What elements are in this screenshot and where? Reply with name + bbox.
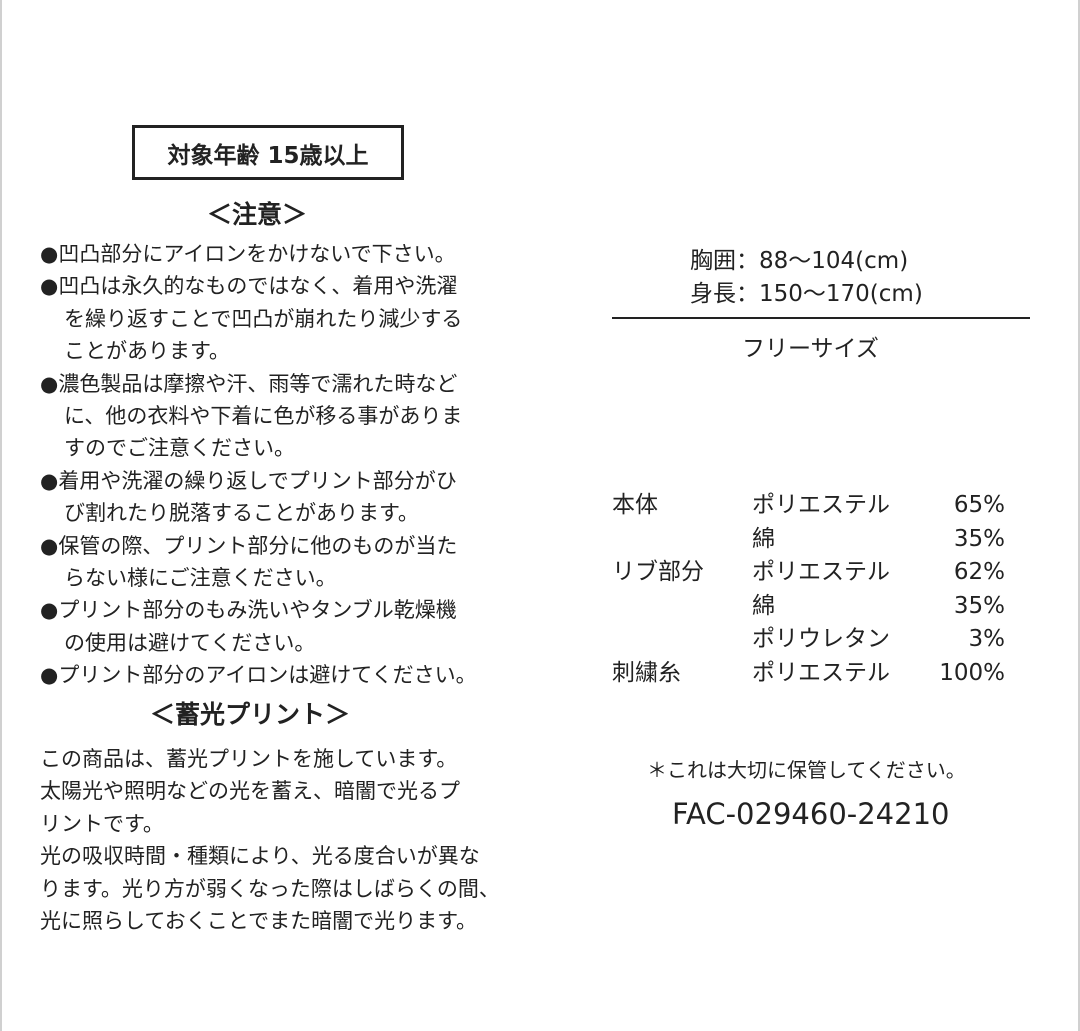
material-name: 綿 [752,592,775,619]
material-percent: 35% [953,525,1005,552]
caution-line: ●凹凸は永久的なものではなく、着用や洗濯 [40,274,458,299]
caution-line: を繰り返すことで凹凸が崩れたり減少する [64,306,463,331]
material-percent: 65% [953,492,1005,518]
material-percent: 35% [953,592,1005,619]
divider [612,317,1030,319]
caution-line: らない様にご注意ください。 [64,566,337,590]
caution-line: ●プリント部分のもみ洗いやタンブル乾燥機 [40,598,457,623]
caution-line: ●保管の際、プリント部分に他のものが当た [40,533,458,558]
free-size: フリーサイズ [742,336,879,362]
caution-line: ●着用や洗濯の繰り返しでプリント部分がひ [40,468,457,493]
caution-line: ことがあります。 [64,339,230,364]
product-code: FAC-029460-24210 [672,797,950,831]
luminous-line: この商品は、蓄光プリントを施しています。 [40,747,458,771]
height-size: 身長：150〜170(cm) [690,281,923,307]
material-name: ポリエステル [752,659,890,686]
caution-line: ●濃色製品は摩擦や汗、雨等で濡れた時など [40,371,458,396]
material-name: 綿 [752,525,775,552]
caution-line: すのでご注意ください。 [64,436,295,461]
luminous-heading: ＜蓄光プリント＞ [150,700,351,729]
material-part: 刺繍糸 [612,659,681,686]
caution-line: び割れたり脱落することがあります。 [64,501,419,526]
caution-line: ●プリント部分のアイロンは避けてください。 [40,663,477,688]
material-name: ポリエステル [752,559,890,585]
material-part: リブ部分 [612,559,704,585]
keep-note: ＊これは大切に保管してください。 [647,758,966,782]
material-part: 本体 [612,492,658,518]
material-percent: 3% [968,626,1006,652]
material-name: ポリウレタン [752,626,890,652]
material-name: ポリエステル [752,492,890,518]
caution-line: に、他の衣料や下着に色が移る事がありま [64,404,463,428]
luminous-line: ります。光り方が弱くなった際はしばらくの間、 [40,876,500,901]
luminous-line: リントです。 [40,811,164,836]
luminous-line: 太陽光や照明などの光を蓄え、暗闇で光るプ [40,779,460,804]
material-percent: 100% [939,659,1005,686]
chest-size: 胸囲：88〜104(cm) [690,248,909,274]
luminous-line: 光の吸収時間・種類により、光る度合いが異な [40,844,480,869]
caution-line: の使用は避けてください。 [64,630,316,655]
caution-heading: ＜注意＞ [207,200,308,229]
age-label: 対象年齢 15歳以上 [132,125,404,180]
material-percent: 62% [953,559,1005,585]
luminous-line: 光に照らしておくことでまた暗闇で光ります。 [40,909,478,933]
caution-line: ●凹凸部分にアイロンをかけないで下さい。 [40,242,456,266]
